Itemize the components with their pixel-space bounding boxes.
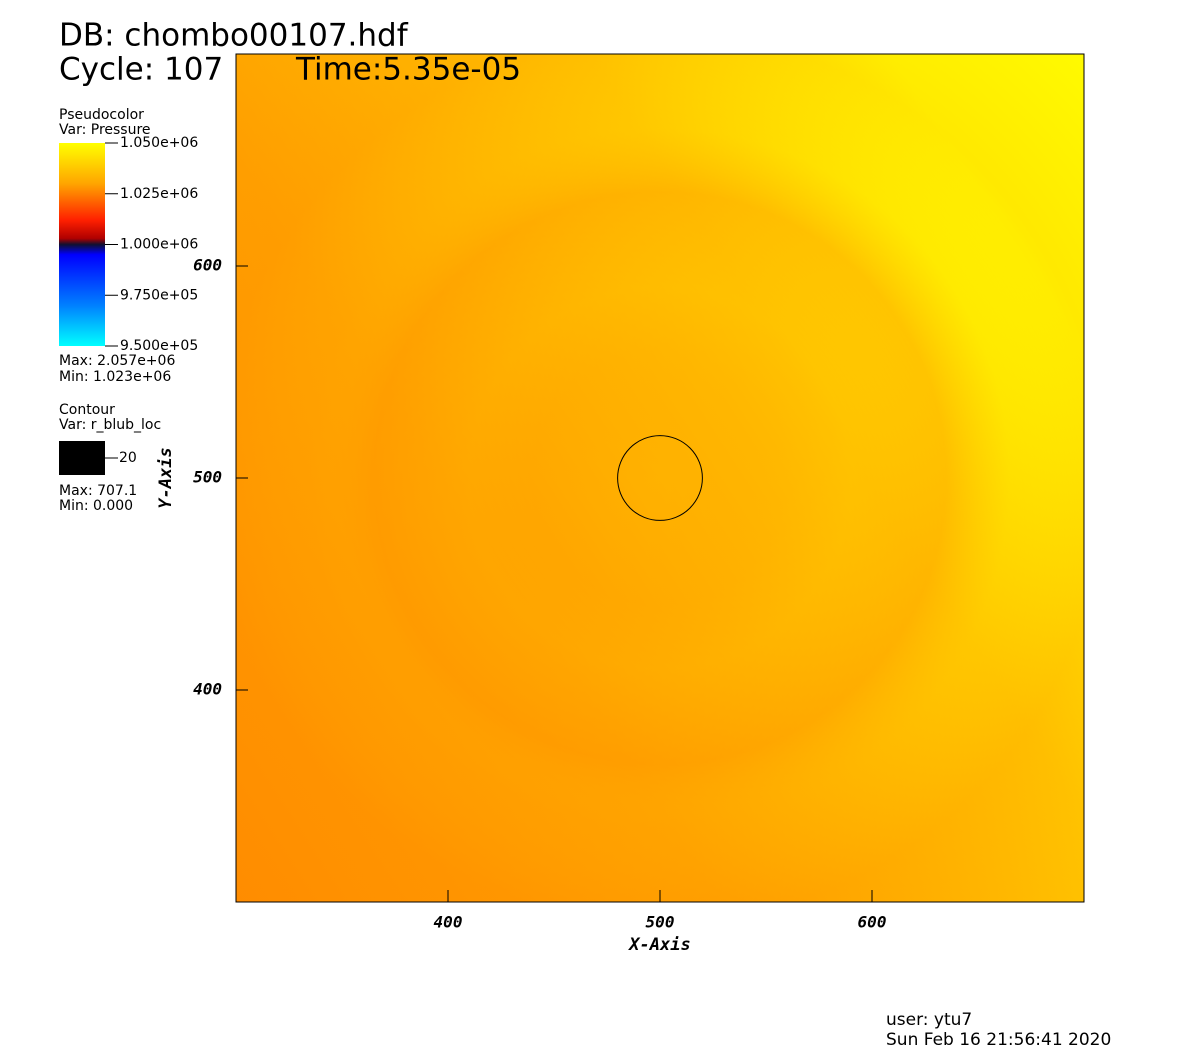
colorbar-tick-label: 1.025e+06 <box>120 186 198 202</box>
y-tick-label: 400 <box>193 680 222 699</box>
x-tick-label: 400 <box>434 913 463 932</box>
contour-var: Var: r_blub_loc <box>59 417 161 433</box>
pc-min: Min: 1.023e+06 <box>59 369 171 385</box>
pc-title: Pseudocolor <box>59 107 144 123</box>
date: Sun Feb 16 21:56:41 2020 <box>886 1030 1111 1050</box>
contour-level-label: 20 <box>119 450 137 466</box>
contour-line <box>617 435 703 521</box>
colorbar-tick-label: 9.750e+05 <box>120 287 198 303</box>
plot-area <box>235 53 1085 903</box>
contour-min: Min: 0.000 <box>59 498 133 514</box>
x-tick-label: 600 <box>858 913 887 932</box>
y-axis-label: Y-Axis <box>156 447 176 508</box>
x-axis-label: X-Axis <box>627 935 690 955</box>
db-name: DB: chombo00107.hdf <box>59 18 409 54</box>
pc-max: Max: 2.057e+06 <box>59 353 175 369</box>
x-tick-label: 500 <box>646 913 675 932</box>
pc-var: Var: Pressure <box>59 122 151 138</box>
y-tick-label: 600 <box>193 256 222 275</box>
color-bar <box>59 143 105 346</box>
colorbar-tick-label: 9.500e+05 <box>120 338 198 354</box>
colorbar-tick-label: 1.050e+06 <box>120 135 198 151</box>
contour-max: Max: 707.1 <box>59 483 137 499</box>
y-tick-label: 500 <box>193 468 222 487</box>
colorbar-tick-label: 1.000e+06 <box>120 237 198 253</box>
contour-title: Contour <box>59 402 115 418</box>
time: Time:5.35e-05 <box>295 52 521 88</box>
user: user: ytu7 <box>886 1010 972 1030</box>
contour-swatch <box>59 441 105 475</box>
cycle: Cycle: 107 <box>59 52 223 88</box>
pressure-rings <box>236 54 1084 902</box>
